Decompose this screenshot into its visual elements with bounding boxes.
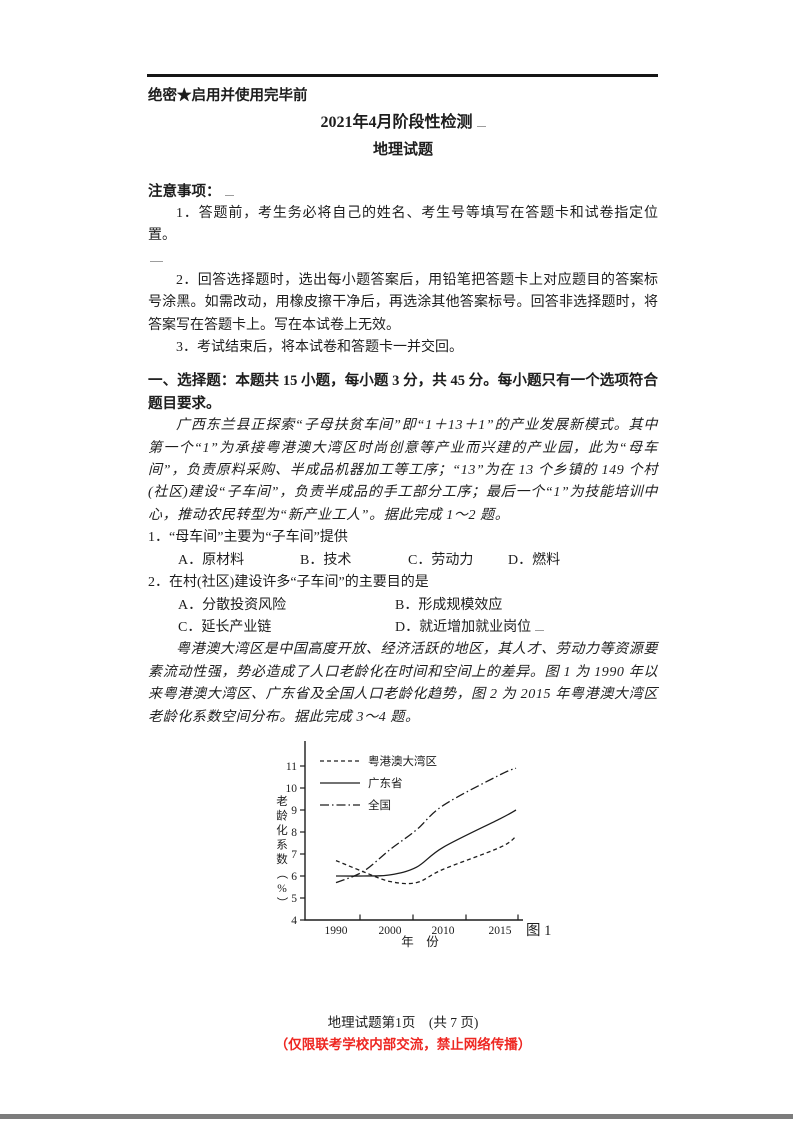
question-2-option-c: C．延长产业链: [178, 619, 272, 635]
question-1-option-d: D．燃料: [508, 552, 561, 568]
footer-restriction-notice: （仅限联考学校内部交流，禁止网络传播）: [274, 1037, 532, 1052]
passage-1: 广西东兰县正探索“子母扶贫车间”即“1＋13＋1”的产业发展新模式。其中第一个“…: [148, 418, 658, 523]
svg-text:全国: 全国: [368, 798, 391, 812]
svg-text:9: 9: [291, 805, 297, 817]
question-2-stem: 2．在村(社区)建设许多“子车间”的主要目的是: [148, 575, 429, 591]
svg-text:2015: 2015: [489, 925, 512, 937]
note-item-3: 3．考试结束后，将本试卷和答题卡一并交回。: [176, 340, 463, 356]
svg-text:粤港澳大湾区: 粤港澳大湾区: [368, 754, 437, 768]
svg-text:老: 老: [276, 795, 288, 808]
svg-text:龄: 龄: [276, 808, 288, 822]
note-item-2: 2．回答选择题时，选出每小题答案后，用铅笔把答题卡上对应题目的答案标号涂黑。如需…: [148, 272, 658, 333]
secrecy-notice: 绝密★启用并使用完毕前: [148, 88, 308, 104]
question-2-options-row-1: A．分散投资风险 B．形成规模效应: [148, 595, 658, 617]
svg-text:广东省: 广东省: [368, 777, 403, 790]
exam-title-line: 2021年4月阶段性检测: [148, 113, 658, 133]
svg-text:系: 系: [276, 838, 288, 851]
revision-mark: [224, 191, 234, 196]
question-2-option-b: B．形成规模效应: [395, 597, 503, 613]
footer-page-info: 地理试题第1页 (共 7 页): [327, 1015, 479, 1030]
passage-2: 粤港澳大湾区是中国高度开放、经济活跃的地区，其人才、劳动力等资源要素流动性强，势…: [148, 642, 658, 725]
page-content: 绝密★启用并使用完毕前 2021年4月阶段性检测 地理试题 注意事项： 1．答题…: [148, 0, 658, 953]
svg-text:4: 4: [291, 915, 297, 927]
svg-text:2000: 2000: [379, 925, 402, 937]
revision-mark: [150, 257, 163, 262]
note-item-1: 1．答题前，考生务必将自己的姓名、考生号等填写在答题卡和试卷指定位置。: [148, 206, 658, 244]
question-1-options: A．原材料 B．技术 C．劳动力 D．燃料: [148, 550, 658, 572]
question-2-option-d: D．就近增加就业岗位: [395, 619, 532, 635]
figure-1: 4 5 6 7 8 9 10 11 1990 2000 2010 2015 年 份 老龄化系数 （% ） 粤港澳…: [258, 733, 658, 953]
question-2-options-row-2: C．延长产业链 D．就近增加就业岗位: [148, 617, 658, 639]
page-bottom-edge: [0, 1114, 793, 1119]
question-2-option-a: A．分散投资风险: [178, 597, 287, 613]
svg-text:2010: 2010: [432, 925, 455, 937]
revision-mark: [535, 626, 545, 631]
exam-title: 2021年4月阶段性检测: [320, 114, 473, 131]
svg-text:6: 6: [291, 871, 297, 883]
page-footer: 地理试题第1页 (共 7 页) （仅限联考学校内部交流，禁止网络传播）: [148, 1012, 658, 1056]
svg-text:数: 数: [276, 852, 288, 866]
aging-trend-line-chart: 4 5 6 7 8 9 10 11 1990 2000 2010 2015 年 份 老龄化系数 （% ） 粤港澳…: [275, 740, 523, 948]
notes-heading-line: 注意事项：: [148, 181, 658, 203]
question-1-option-b: B．技术: [300, 552, 352, 568]
svg-text:7: 7: [291, 849, 297, 861]
header-rule: [147, 74, 658, 77]
question-1-option-c: C．劳动力: [408, 552, 474, 568]
section-heading: 一、选择题：本题共 15 小题，每小题 3 分，共 45 分。每小题只有一个选项…: [148, 373, 658, 412]
question-1-stem: 1．“母车间”主要为“子车间”提供: [148, 530, 348, 546]
question-1-option-a: A．原材料: [178, 552, 245, 568]
exam-subtitle: 地理试题: [372, 142, 433, 158]
svg-text:%: %: [277, 883, 287, 895]
notes-heading: 注意事项：: [148, 184, 221, 200]
revision-mark: [476, 122, 486, 127]
svg-text:1990: 1990: [325, 925, 348, 937]
svg-text:10: 10: [286, 783, 298, 795]
revision-mark-line: [148, 248, 658, 270]
svg-text:）: ）: [275, 897, 288, 909]
svg-text:年 份: 年 份: [401, 935, 439, 948]
svg-text:11: 11: [286, 761, 297, 773]
svg-text:（: （: [275, 868, 288, 880]
svg-text:化: 化: [276, 823, 288, 837]
figure-1-caption: 图 1: [526, 922, 552, 939]
svg-text:8: 8: [291, 827, 297, 839]
svg-text:5: 5: [291, 893, 297, 905]
